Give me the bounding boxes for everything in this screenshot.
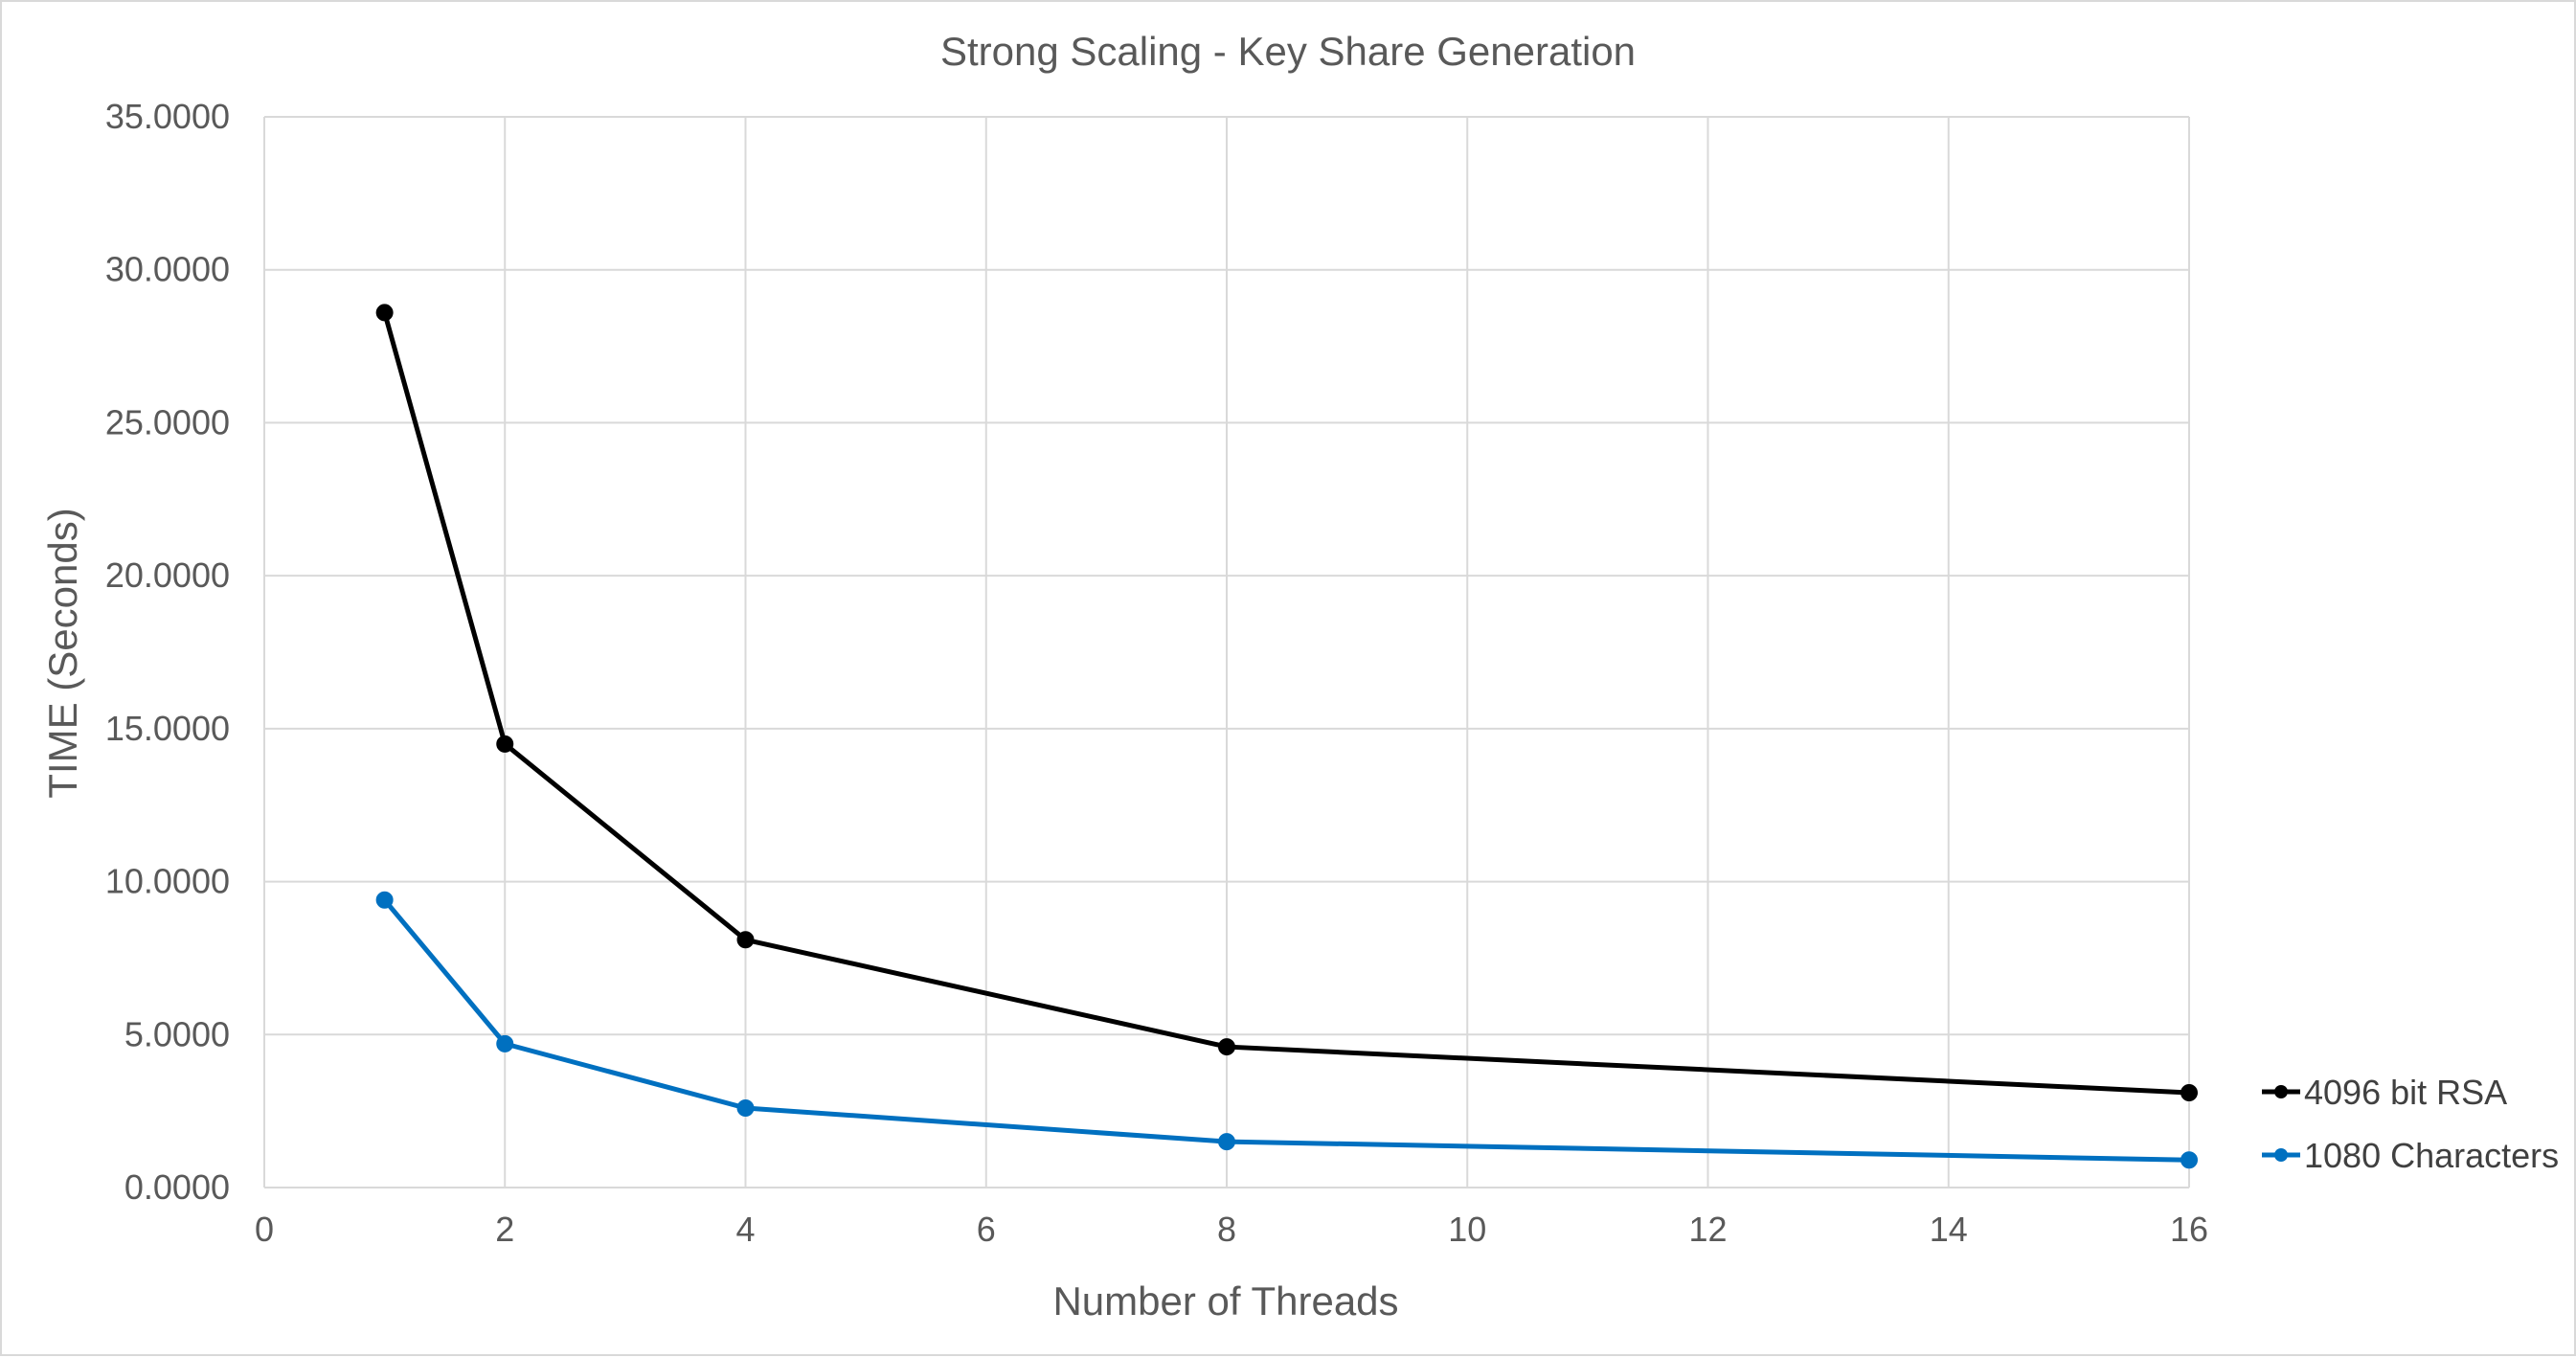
data-point-0 <box>375 304 394 322</box>
legend-swatch-marker <box>2274 1148 2288 1162</box>
x-tick-label: 12 <box>1688 1210 1727 1249</box>
legend: 4096 bit RSA 1080 Characters <box>2262 1073 2559 1175</box>
x-tick-label: 16 <box>2170 1210 2208 1249</box>
x-tick-label: 4 <box>735 1210 755 1249</box>
y-tick-label: 20.0000 <box>105 555 230 595</box>
x-axis-title: Number of Threads <box>1052 1279 1398 1324</box>
data-point-0 <box>736 931 755 949</box>
legend-label: 1080 Characters <box>2304 1136 2559 1175</box>
data-point-1 <box>496 1034 514 1052</box>
x-tick-label: 0 <box>255 1210 274 1249</box>
legend-swatch-marker <box>2274 1085 2288 1098</box>
y-tick-label: 15.0000 <box>105 709 230 748</box>
y-tick-label: 0.0000 <box>124 1167 230 1207</box>
data-point-1 <box>2181 1151 2198 1169</box>
y-tick-label: 30.0000 <box>105 250 230 289</box>
tick-layer: 0.0000 5.0000 10.0000 15.0000 20.0000 25.0000… <box>105 97 2208 1249</box>
y-tick-label: 35.0000 <box>105 97 230 136</box>
data-point-1 <box>1218 1133 1235 1151</box>
data-point-0 <box>496 735 514 753</box>
y-axis-title: TIME (Seconds) <box>40 508 85 798</box>
data-point-0 <box>2181 1083 2198 1101</box>
x-tick-label: 14 <box>1930 1210 1968 1249</box>
x-tick-label: 2 <box>495 1210 514 1249</box>
series-layer <box>375 304 2198 1169</box>
data-point-1 <box>375 891 394 909</box>
series-line-0 <box>382 311 2190 1096</box>
y-tick-label: 25.0000 <box>105 402 230 441</box>
legend-label: 4096 bit RSA <box>2304 1073 2507 1112</box>
chart-title: Strong Scaling - Key Share Generation <box>940 29 1636 74</box>
data-point-1 <box>736 1098 755 1117</box>
x-tick-label: 10 <box>1448 1210 1486 1249</box>
series-line-1 <box>382 898 2190 1163</box>
data-point-0 <box>1218 1038 1235 1056</box>
x-tick-label: 8 <box>1217 1210 1236 1249</box>
grid-layer <box>263 116 2190 1188</box>
y-tick-label: 10.0000 <box>105 862 230 901</box>
x-tick-label: 6 <box>977 1210 996 1249</box>
y-tick-label: 5.0000 <box>124 1014 230 1053</box>
